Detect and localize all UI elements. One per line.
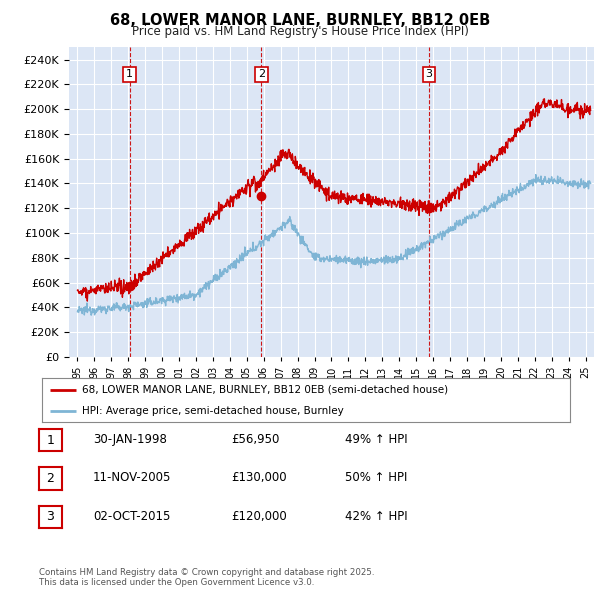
- Text: 68, LOWER MANOR LANE, BURNLEY, BB12 0EB (semi-detached house): 68, LOWER MANOR LANE, BURNLEY, BB12 0EB …: [82, 385, 448, 395]
- Text: Price paid vs. HM Land Registry's House Price Index (HPI): Price paid vs. HM Land Registry's House …: [131, 25, 469, 38]
- Text: £56,950: £56,950: [231, 433, 280, 446]
- Text: 3: 3: [46, 510, 55, 523]
- Text: £120,000: £120,000: [231, 510, 287, 523]
- Text: HPI: Average price, semi-detached house, Burnley: HPI: Average price, semi-detached house,…: [82, 406, 343, 416]
- Text: 11-NOV-2005: 11-NOV-2005: [93, 471, 172, 484]
- Text: £130,000: £130,000: [231, 471, 287, 484]
- Text: 2: 2: [258, 70, 265, 80]
- Text: 1: 1: [126, 70, 133, 80]
- Text: 1: 1: [46, 434, 55, 447]
- Text: 50% ↑ HPI: 50% ↑ HPI: [345, 471, 407, 484]
- Text: 49% ↑ HPI: 49% ↑ HPI: [345, 433, 407, 446]
- Text: 30-JAN-1998: 30-JAN-1998: [93, 433, 167, 446]
- Text: Contains HM Land Registry data © Crown copyright and database right 2025.
This d: Contains HM Land Registry data © Crown c…: [39, 568, 374, 587]
- Text: 02-OCT-2015: 02-OCT-2015: [93, 510, 170, 523]
- Text: 3: 3: [425, 70, 433, 80]
- Text: 2: 2: [46, 472, 55, 485]
- Text: 42% ↑ HPI: 42% ↑ HPI: [345, 510, 407, 523]
- Text: 68, LOWER MANOR LANE, BURNLEY, BB12 0EB: 68, LOWER MANOR LANE, BURNLEY, BB12 0EB: [110, 13, 490, 28]
